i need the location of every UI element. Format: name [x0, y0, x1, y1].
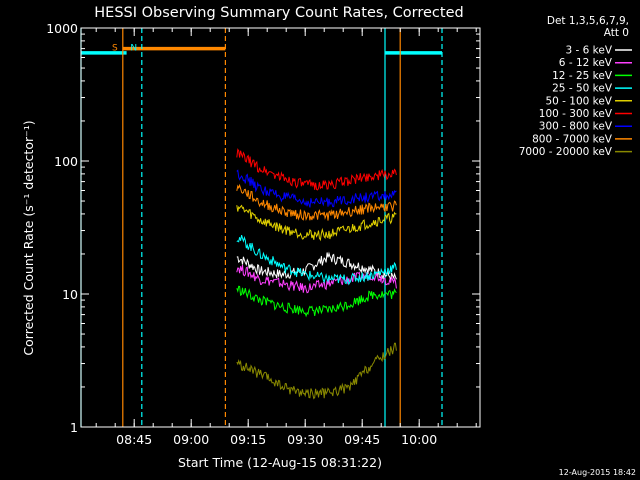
- y-tick-label-1: 10: [62, 287, 78, 302]
- x-tick-label-0: 08:45: [116, 432, 152, 447]
- marker-label-1: N: [130, 44, 137, 54]
- x-tick-label-4: 09:45: [344, 432, 380, 447]
- y-tick-label-0: 1: [70, 420, 78, 435]
- legend-header-0: Det 1,3,5,6,7,9,: [547, 15, 629, 27]
- plot-frame: [80, 27, 481, 428]
- series-line-5: [236, 148, 397, 191]
- legend-label-6: 300 - 800 keV: [539, 121, 613, 133]
- legend-label-8: 7000 - 20000 keV: [519, 146, 613, 158]
- series-line-2: [236, 285, 397, 318]
- y-axis-label: Corrected Count Rate (s⁻¹ detector⁻¹): [21, 120, 36, 355]
- legend-header-1: Att 0: [604, 27, 629, 39]
- series-line-3: [236, 234, 397, 286]
- series-line-0: [236, 251, 397, 281]
- chart-title: HESSI Observing Summary Count Rates, Cor…: [94, 5, 463, 21]
- legend-label-1: 6 - 12 keV: [559, 57, 613, 69]
- legend-label-0: 3 - 6 keV: [565, 45, 612, 57]
- legend-label-7: 800 - 7000 keV: [532, 133, 613, 145]
- y-tick-label-3: 1000: [46, 21, 78, 36]
- y-axis-label-text: Corrected Count Rate (s⁻¹ detector⁻¹): [21, 120, 36, 355]
- series-line-7: [236, 183, 397, 221]
- x-tick-label-5: 10:00: [401, 432, 437, 447]
- legend-label-2: 12 - 25 keV: [552, 70, 613, 82]
- x-tick-label-1: 09:00: [173, 432, 209, 447]
- series-line-4: [236, 204, 397, 242]
- series-line-1: [236, 265, 397, 294]
- x-tick-label-3: 09:30: [287, 432, 323, 447]
- legend-label-4: 50 - 100 keV: [545, 95, 612, 107]
- y-tick-label-2: 100: [54, 154, 78, 169]
- legend-label-3: 25 - 50 keV: [552, 83, 613, 95]
- marker-label-0: S: [112, 44, 118, 54]
- series-line-6: [236, 169, 397, 208]
- legend-label-5: 100 - 300 keV: [539, 108, 613, 120]
- x-axis-label: Start Time (12-Aug-15 08:31:22): [178, 455, 382, 470]
- timestamp: 12-Aug-2015 18:42: [559, 468, 636, 477]
- axes: 08:45 09:00 09:15 09:30 09:45 10:00 1 10 100 1000: [46, 21, 481, 447]
- x-tick-label-2: 09:15: [230, 432, 266, 447]
- series-line-8: [236, 342, 397, 400]
